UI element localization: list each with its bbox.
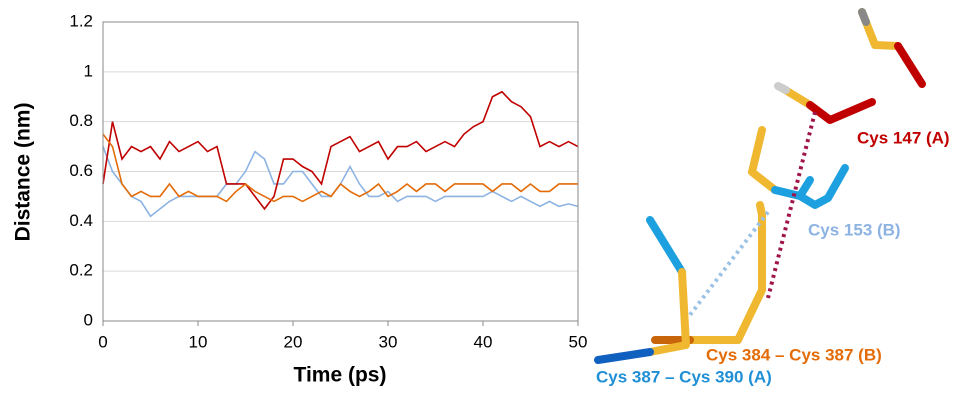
- y-tick-label: 1.2: [69, 11, 93, 30]
- y-tick-label: 0.4: [69, 211, 93, 230]
- structure-label: Cys 153 (B): [808, 220, 901, 239]
- structure-label: Cys 147 (A): [857, 128, 950, 147]
- stick: [752, 130, 775, 190]
- y-tick-label: 1: [84, 61, 93, 80]
- x-tick-label: 20: [284, 332, 303, 351]
- figure: Cys 147 (A) Cys 153 (B) Cys 384 – Cys 38…: [0, 0, 974, 394]
- stick: [598, 352, 650, 360]
- data-line: [103, 147, 578, 217]
- x-tick-label: 40: [474, 332, 493, 351]
- x-axis-title: Time (ps): [294, 364, 387, 387]
- structure-label: Cys 384 – Cys 387 (B): [706, 345, 882, 364]
- stick: [898, 46, 922, 84]
- x-tick-label: 0: [98, 332, 107, 351]
- stick: [800, 180, 810, 196]
- data-line: [103, 134, 578, 201]
- structure-label: Cys 387 – Cys 390 (A): [596, 367, 772, 386]
- stick: [810, 102, 872, 120]
- stick: [862, 12, 866, 22]
- y-tick-label: 0.6: [69, 161, 93, 180]
- x-tick-label: 30: [379, 332, 398, 351]
- x-tick-label: 50: [569, 332, 588, 351]
- y-tick-label: 0.2: [69, 261, 93, 280]
- molecule: Cys 147 (A) Cys 153 (B) Cys 384 – Cys 38…: [596, 12, 950, 386]
- stick: [650, 220, 682, 272]
- stick: [778, 86, 786, 90]
- y-tick-label: 0.8: [69, 111, 93, 130]
- y-tick-label: 0: [84, 310, 93, 329]
- y-axis-title: Distance (nm): [12, 103, 35, 242]
- stick: [690, 215, 762, 340]
- x-tick-label: 10: [189, 332, 208, 351]
